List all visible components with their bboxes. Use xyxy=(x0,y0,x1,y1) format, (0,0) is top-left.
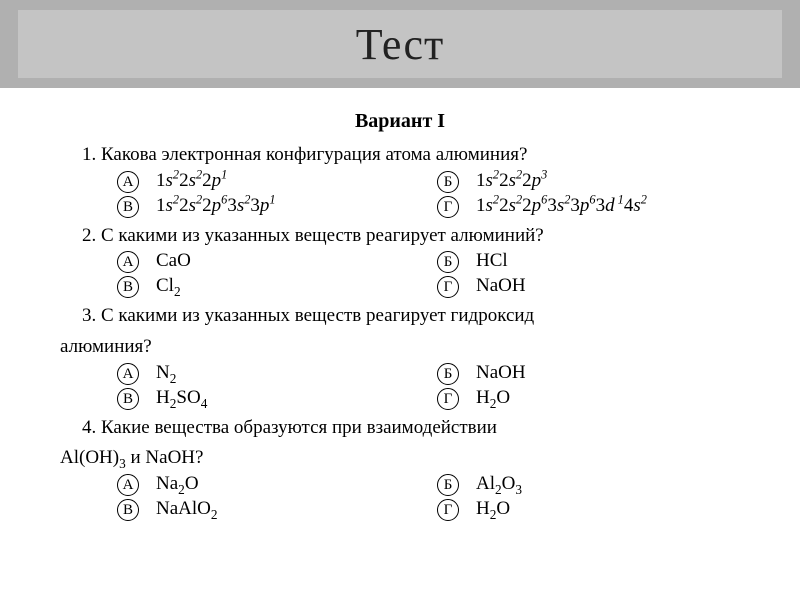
page-title: Тест xyxy=(0,19,800,70)
option-label-b: Б xyxy=(426,362,470,385)
question-3-text-line1: 3. С какими из указанных веществ реагиру… xyxy=(60,304,740,329)
option-4-g: H2O xyxy=(476,498,740,520)
option-3-v: H2SO4 xyxy=(156,387,420,409)
option-label-g: Г xyxy=(426,387,470,410)
option-4-bk: Al2O3 xyxy=(476,473,740,495)
option-label-b: Б xyxy=(426,473,470,496)
option-2-bk: HCl xyxy=(476,250,740,272)
option-label-a: А xyxy=(106,250,150,273)
question-4-options: А Na2O Б Al2O3 В NaAlO2 Г H2O xyxy=(106,473,740,521)
option-label-g: Г xyxy=(426,275,470,298)
option-4-v: NaAlO2 xyxy=(156,498,420,520)
option-3-a: N2 xyxy=(156,362,420,384)
option-label-v: В xyxy=(106,275,150,298)
question-1-text: 1. Какова электронная конфигурация атома… xyxy=(60,143,740,168)
option-2-a: CaO xyxy=(156,250,420,272)
option-label-b: Б xyxy=(426,170,470,193)
option-1-bk: 1s22s22p3 xyxy=(476,170,740,192)
header-bar: Тест xyxy=(0,0,800,88)
option-3-bk: NaOH xyxy=(476,362,740,384)
option-label-v: В xyxy=(106,387,150,410)
option-4-a: Na2O xyxy=(156,473,420,495)
option-label-v: В xyxy=(106,195,150,218)
option-3-g: H2O xyxy=(476,387,740,409)
question-3-text-line2: алюминия? xyxy=(60,335,740,360)
option-label-g: Г xyxy=(426,498,470,521)
option-1-a: 1s22s22p1 xyxy=(156,170,420,192)
question-3-options: А N2 Б NaOH В H2SO4 Г H2O xyxy=(106,362,740,410)
question-3: 3. С какими из указанных веществ реагиру… xyxy=(60,304,740,409)
content-area: Вариант I 1. Какова электронная конфигур… xyxy=(0,88,800,535)
option-label-g: Г xyxy=(426,195,470,218)
question-1: 1. Какова электронная конфигурация атома… xyxy=(60,143,740,218)
option-2-g: NaOH xyxy=(476,275,740,297)
question-2-options: А CaO Б HCl В Cl2 Г NaOH xyxy=(106,250,740,298)
option-label-a: А xyxy=(106,473,150,496)
option-label-a: А xyxy=(106,362,150,385)
question-2: 2. С какими из указанных веществ реагиру… xyxy=(60,224,740,299)
question-4: 4. Какие вещества образуются при взаимод… xyxy=(60,416,740,521)
question-1-options: А 1s22s22p1 Б 1s22s22p3 В 1s22s22p63s23p… xyxy=(106,170,740,218)
option-label-v: В xyxy=(106,498,150,521)
question-2-text: 2. С какими из указанных веществ реагиру… xyxy=(60,224,740,249)
variant-title: Вариант I xyxy=(60,110,740,133)
question-4-text-line1: 4. Какие вещества образуются при взаимод… xyxy=(60,416,740,441)
option-2-v: Cl2 xyxy=(156,275,420,297)
question-4-text-line2: Al(OH)3 и NaOH? xyxy=(60,446,740,471)
option-1-v: 1s22s22p63s23p1 xyxy=(156,195,420,217)
option-label-a: А xyxy=(106,170,150,193)
option-label-b: Б xyxy=(426,250,470,273)
option-1-g: 1s22s22p63s23p63d 14s2 xyxy=(476,195,740,217)
